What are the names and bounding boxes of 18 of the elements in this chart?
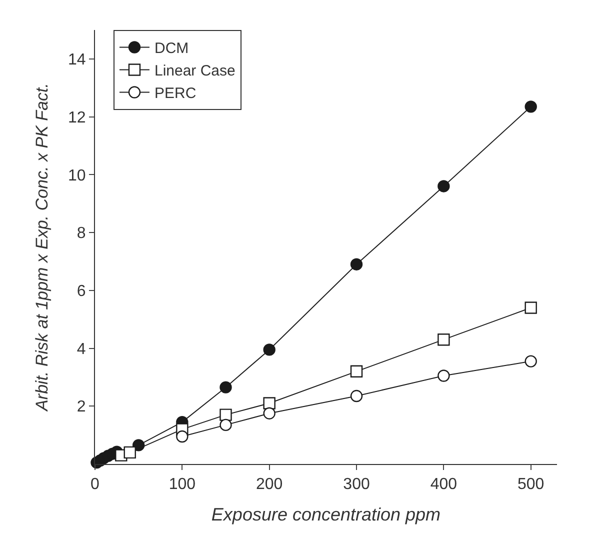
x-tick-label: 200	[256, 476, 283, 494]
y-tick-label: 12	[68, 109, 86, 126]
legend-label: PERC	[154, 85, 196, 102]
y-tick-label: 6	[76, 283, 86, 300]
y-tick-label: 2	[76, 398, 86, 416]
y-tick-label: 4	[76, 340, 86, 358]
y-axis-title: Arbit. Risk at 1ppm x Exp. Conc. x PK Fact.	[32, 83, 52, 412]
y-tick-label: 8	[76, 225, 86, 242]
x-tick-label: 300	[343, 476, 370, 494]
y-tick-label: 14	[68, 52, 86, 69]
x-tick-label: 400	[430, 476, 458, 494]
legend-label: DCM	[154, 40, 189, 58]
x-tick-label: 500	[518, 476, 544, 494]
legend-label: Linear Case	[154, 62, 236, 80]
x-tick-label: 0	[90, 476, 100, 494]
y-tick-label: 10	[68, 167, 86, 184]
x-axis-title: Exposure concentration ppm	[211, 504, 441, 524]
x-tick-label: 100	[168, 476, 196, 494]
